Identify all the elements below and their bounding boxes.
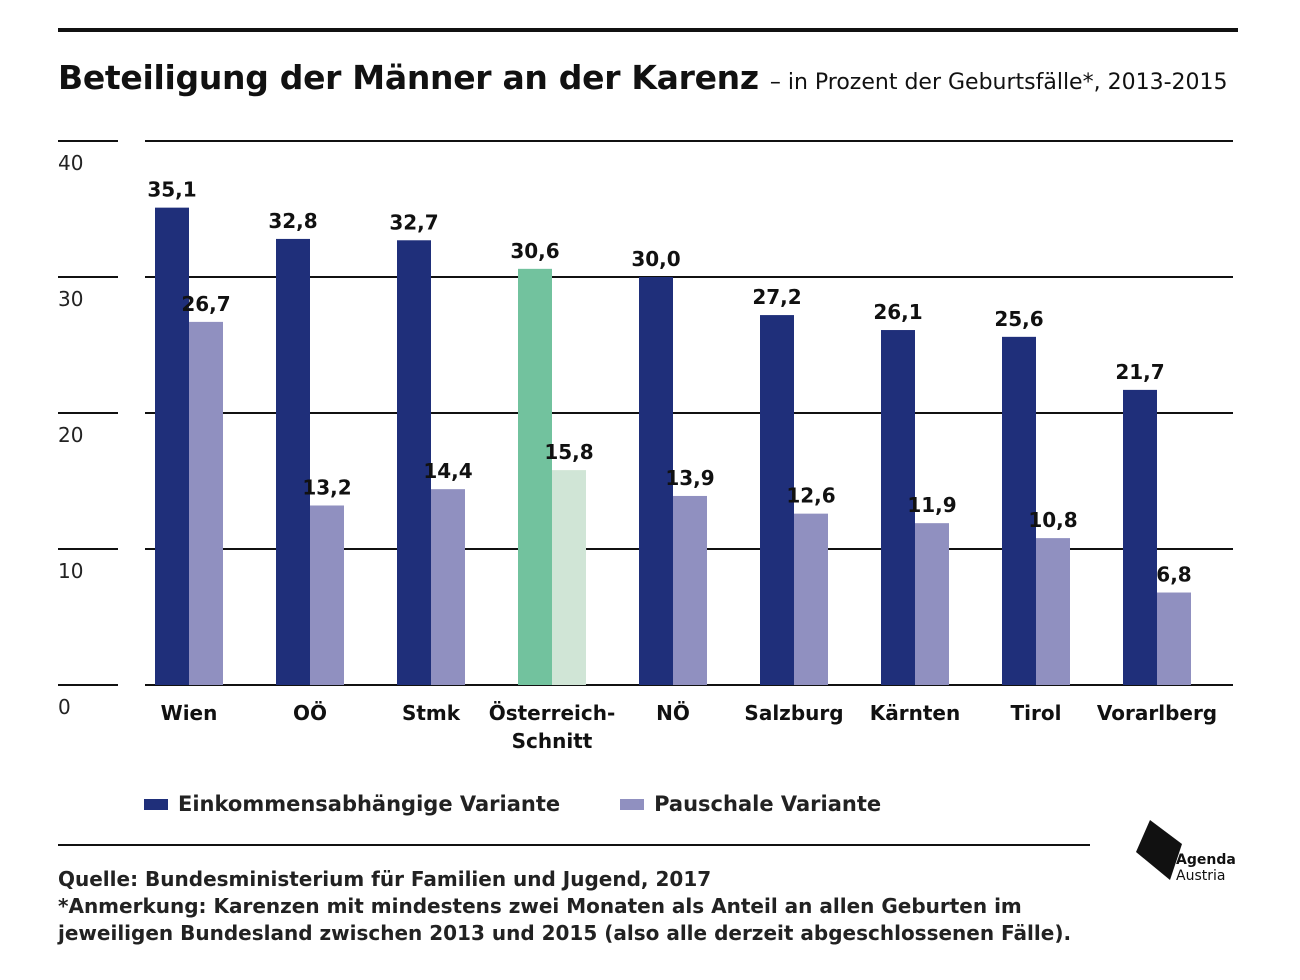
data-label-einkommen-2: 32,7: [389, 210, 438, 234]
bar-einkommen-0: [155, 207, 189, 685]
chart-subtitle: – in Prozent der Geburtsfälle*, 2013-201…: [769, 70, 1228, 95]
bar-einkommen-2: [397, 240, 431, 685]
legend-item-series1: Einkommensabhängige Variante: [144, 792, 560, 816]
legend-label-series1: Einkommensabhängige Variante: [178, 792, 561, 816]
top-rule: [58, 28, 1238, 32]
y-tick-label-10: 10: [58, 559, 83, 583]
chart-title: Beteiligung der Männer an der Karenz: [58, 58, 759, 97]
data-label-einkommen-5: 27,2: [752, 285, 801, 309]
legend-item-series2: Pauschale Variante: [620, 792, 881, 816]
x-tick-label-0: Wien: [161, 701, 218, 725]
data-label-pauschal-1: 13,2: [302, 475, 351, 499]
y-tick-label-40: 40: [58, 151, 83, 175]
logo-text-line2: Austria: [1176, 868, 1226, 884]
bar-einkommen-6: [881, 330, 915, 685]
logo-text-line1: Agenda: [1176, 852, 1236, 868]
data-label-einkommen-0: 35,1: [147, 178, 196, 202]
legend-swatch-series1: [144, 798, 168, 810]
bar-einkommen-4: [639, 277, 673, 685]
x-tick-label-8: Vorarlberg: [1097, 701, 1217, 725]
source-note: Quelle: Bundesministerium für Familien u…: [58, 867, 712, 891]
x-tick-label-6: Kärnten: [870, 701, 960, 725]
x-tick-label-4: NÖ: [656, 701, 690, 725]
bar-pauschal-3: [552, 470, 586, 685]
y-tick-label-0: 0: [58, 695, 71, 719]
bar-einkommen-8: [1123, 389, 1157, 685]
data-label-einkommen-1: 32,8: [268, 209, 317, 233]
data-label-pauschal-2: 14,4: [423, 459, 472, 483]
bar-pauschal-4: [673, 495, 707, 685]
y-tick-label-20: 20: [58, 423, 83, 447]
annotation-line-2: jeweiligen Bundesland zwischen 2013 und …: [58, 921, 1072, 945]
legend-label-series2: Pauschale Variante: [654, 792, 882, 816]
x-tick-label-2: Stmk: [402, 701, 461, 725]
data-label-einkommen-3: 30,6: [510, 239, 559, 263]
data-label-pauschal-7: 10,8: [1028, 508, 1077, 532]
data-label-einkommen-4: 30,0: [631, 247, 680, 271]
x-tick-label-3-line2: Schnitt: [512, 729, 593, 753]
x-tick-label-1: OÖ: [293, 701, 327, 725]
bar-pauschal-5: [794, 513, 828, 685]
data-label-einkommen-8: 21,7: [1115, 360, 1164, 384]
bar-chart: 0 10 20 30 40 35,1 26,7 Wien 32,8 13,2 OÖ 32,7 14,4 S…: [58, 140, 1233, 753]
bar-pauschal-8: [1157, 592, 1191, 685]
y-tick-label-30: 30: [58, 287, 83, 311]
data-label-pauschal-6: 11,9: [907, 493, 956, 517]
data-label-pauschal-0: 26,7: [181, 292, 230, 316]
bar-pauschal-2: [431, 489, 465, 685]
bar-pauschal-7: [1036, 538, 1070, 685]
footer: Quelle: Bundesministerium für Familien u…: [58, 866, 1118, 947]
data-label-einkommen-7: 25,6: [994, 307, 1043, 331]
title-row: Beteiligung der Männer an der Karenz – i…: [58, 58, 1248, 97]
legend: Einkommensabhängige Variante Pauschale V…: [144, 792, 941, 816]
x-tick-label-7: Tirol: [1011, 701, 1062, 725]
agenda-austria-logo-icon: [1136, 820, 1182, 880]
x-tick-label-5: Salzburg: [744, 701, 843, 725]
bar-pauschal-1: [310, 505, 344, 685]
data-label-pauschal-3: 15,8: [544, 440, 593, 464]
logo-text: Agenda Austria: [1176, 852, 1236, 884]
bar-einkommen-5: [760, 315, 794, 685]
bar-einkommen-7: [1002, 336, 1036, 685]
data-label-pauschal-5: 12,6: [786, 484, 835, 508]
x-tick-label-3: Österreich-: [489, 701, 616, 725]
data-label-einkommen-6: 26,1: [873, 300, 922, 324]
bottom-rule: [58, 844, 1090, 846]
annotation-line-1: *Anmerkung: Karenzen mit mindestens zwei…: [58, 894, 1022, 918]
bar-pauschal-6: [915, 523, 949, 685]
data-label-pauschal-8: 6,8: [1156, 563, 1191, 587]
bar-einkommen-3: [518, 268, 552, 685]
bar-einkommen-1: [276, 238, 310, 686]
legend-swatch-series2: [620, 798, 645, 810]
bar-pauschal-0: [189, 321, 223, 685]
data-label-pauschal-4: 13,9: [665, 466, 714, 490]
